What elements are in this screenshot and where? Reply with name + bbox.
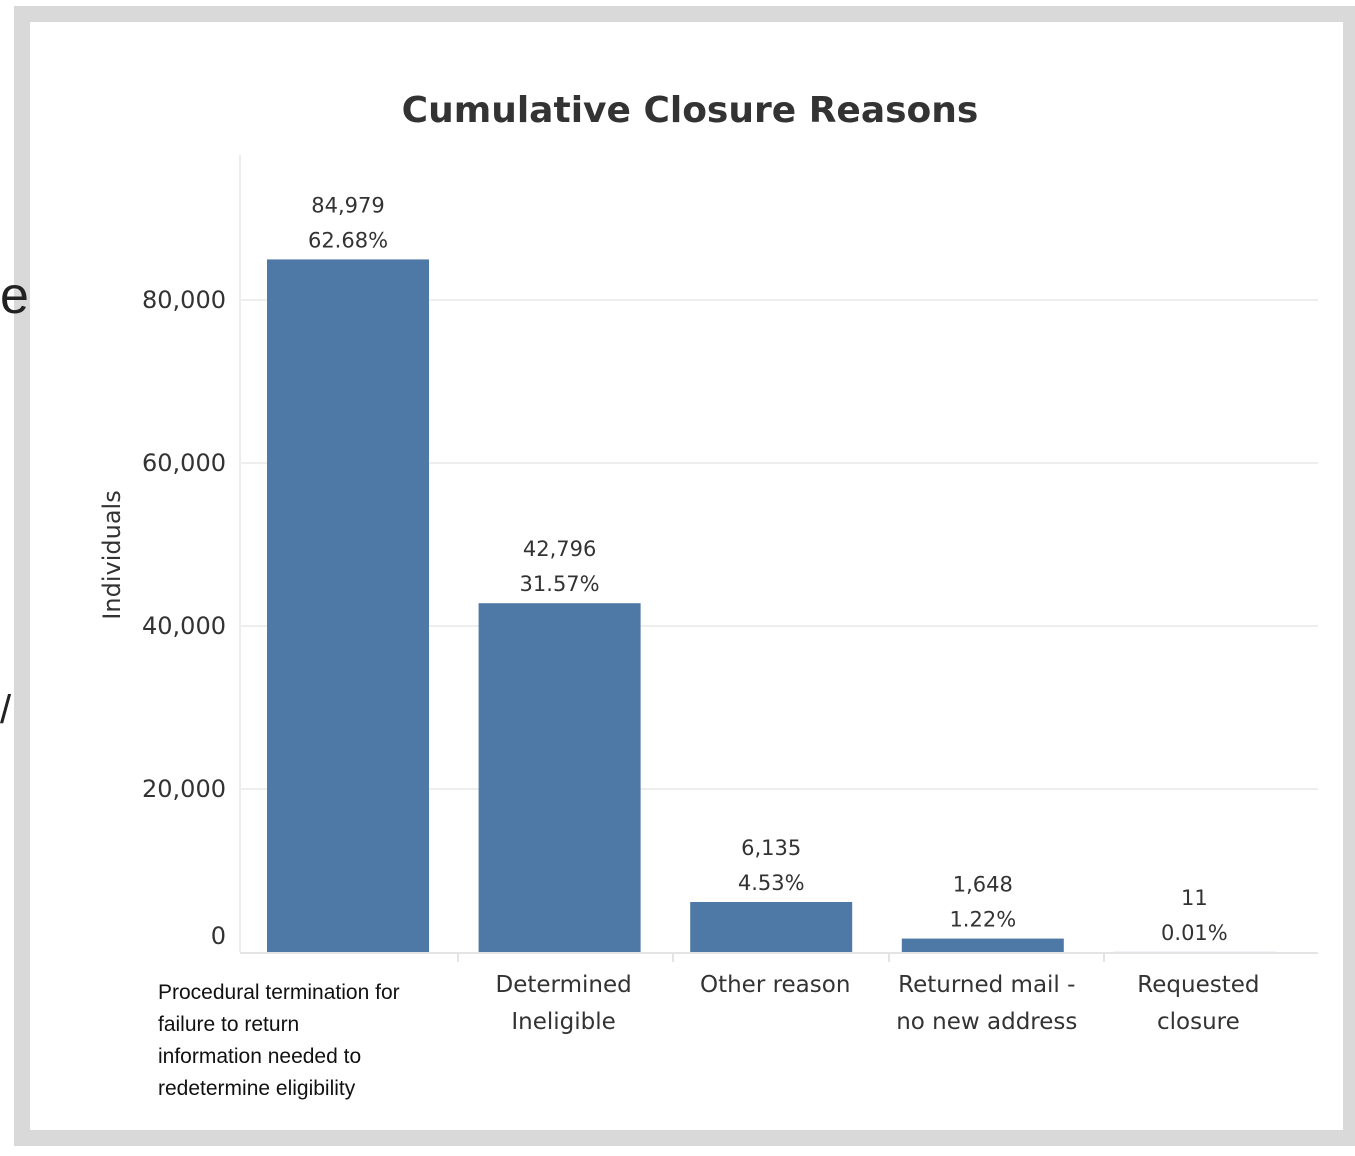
category-label: redetermine eligibility bbox=[158, 1077, 356, 1100]
chart-title: Cumulative Closure Reasons bbox=[402, 90, 979, 131]
percent-label: 0.01% bbox=[1161, 921, 1228, 945]
category-labels: Procedural termination for failure to ret… bbox=[158, 972, 1259, 1100]
percent-label: 1.22% bbox=[949, 908, 1016, 932]
y-tick-labels: 0 20,000 40,000 60,000 80,000 bbox=[142, 286, 226, 950]
category-label: Ineligible bbox=[511, 1009, 615, 1035]
category-label: Determined bbox=[495, 972, 631, 998]
percent-label: 31.57% bbox=[520, 572, 600, 596]
category-label: Other reason bbox=[700, 972, 850, 998]
percent-label: 4.53% bbox=[738, 871, 805, 895]
value-label: 84,979 bbox=[311, 193, 384, 217]
bar bbox=[901, 938, 1064, 952]
value-label: 11 bbox=[1181, 886, 1208, 910]
y-tick-label: 20,000 bbox=[142, 775, 226, 803]
category-label: Requested bbox=[1137, 972, 1259, 998]
bar bbox=[267, 259, 429, 952]
y-tick-label: 80,000 bbox=[142, 286, 226, 314]
value-label: 1,648 bbox=[953, 873, 1013, 897]
value-label: 6,135 bbox=[741, 836, 801, 860]
stray-glyph-bottom: / bbox=[0, 688, 12, 732]
value-label: 42,796 bbox=[523, 537, 596, 561]
category-label: Returned mail - bbox=[898, 972, 1075, 998]
category-label: failure to return bbox=[158, 1013, 299, 1036]
y-tick-label: 40,000 bbox=[142, 612, 226, 640]
percent-label: 62.68% bbox=[308, 228, 388, 252]
bar bbox=[690, 901, 853, 952]
panel-border-right bbox=[1343, 6, 1355, 1146]
panel-border bbox=[14, 6, 1345, 1146]
category-label: closure bbox=[1157, 1009, 1240, 1035]
y-axis-label: Individuals bbox=[98, 490, 126, 619]
bar bbox=[478, 603, 641, 952]
category-label: no new address bbox=[896, 1009, 1077, 1035]
stray-glyph-top: e bbox=[0, 267, 29, 325]
category-label: Procedural termination for bbox=[158, 981, 400, 1004]
y-tick-label: 60,000 bbox=[142, 449, 226, 477]
y-tick-label: 0 bbox=[211, 922, 226, 950]
category-label: information needed to bbox=[158, 1045, 361, 1068]
bars bbox=[267, 259, 1276, 952]
data-labels: 84,979 62.68% 42,796 31.57% 6,135 4.53% 1,648 1… bbox=[308, 193, 1228, 944]
